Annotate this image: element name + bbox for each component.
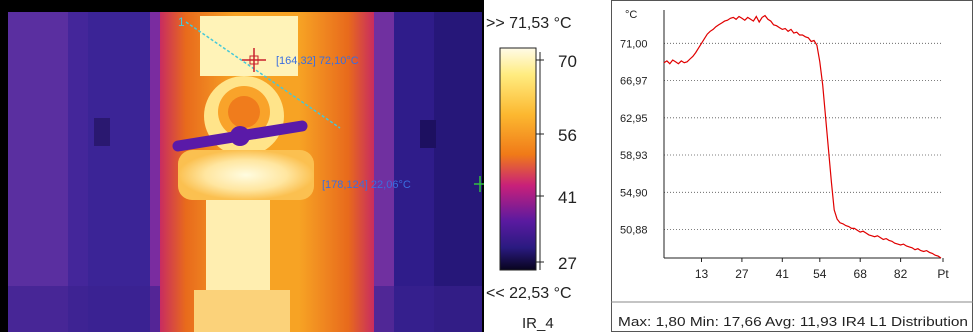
x-tick-label: 54: [813, 267, 827, 281]
right-notch: [420, 120, 436, 148]
left-block: [8, 12, 68, 332]
scale-tick-41: 41: [558, 188, 577, 207]
y-tick-label: 66,97: [620, 76, 648, 88]
chart-grid: [664, 42, 941, 230]
right-block: [434, 12, 482, 332]
hot-marker-crosshair[interactable]: [242, 48, 266, 72]
measurement-line-label: 1: [178, 15, 185, 29]
y-tick-label: 54,90: [620, 187, 648, 199]
x-tick-labels: 13 27 41 54 68 82 Pt: [695, 258, 949, 281]
base: [194, 290, 290, 332]
hot-marker-label: [164,32] 72,10°C: [276, 55, 359, 67]
x-axis-label: Pt: [937, 267, 949, 281]
ring-center: [228, 96, 260, 128]
stem: [206, 200, 270, 290]
chart-axes: [663, 10, 941, 259]
cold-marker-label: [178,124] 22,06°C: [322, 179, 411, 191]
x-tick-label: 41: [776, 267, 790, 281]
x-tick-label: 68: [854, 267, 868, 281]
top-block: [200, 16, 298, 76]
scale-tick-70: 70: [558, 52, 577, 71]
left-notch: [94, 118, 110, 146]
color-scale-bar: [499, 47, 537, 271]
scale-min-label: << 22,53 °C: [486, 285, 572, 302]
chart-footer: Max: 1,80 Min: 17,66 Avg: 11,93 IR4 L1 D…: [618, 314, 968, 329]
chart-frame: [611, 0, 973, 332]
scale-max-label: >> 71,53 °C: [486, 15, 572, 32]
thermal-image-panel: 1 [164,32] 72,10°C [178,124] 22,06°C >> …: [0, 0, 577, 332]
line-profile-chart: °C 71,00 66,97 62,95 58,93 54,90 50,88 13 27 41…: [611, 0, 973, 332]
scale-tick-27: 27: [558, 254, 577, 273]
scale-tick-56: 56: [558, 126, 577, 145]
image-tag: IR_4: [522, 315, 554, 332]
left-edge: [150, 12, 160, 332]
cold-marker-crosshair[interactable]: [474, 176, 484, 192]
right-inner: [394, 12, 434, 332]
x-tick-label: 82: [894, 267, 908, 281]
left-strip: [68, 12, 88, 332]
measurement-line[interactable]: [185, 21, 341, 129]
y-tick-label: 58,93: [620, 150, 648, 162]
mid-body: [178, 150, 314, 200]
y-tick-label: 50,88: [620, 224, 648, 236]
temperature-series-line: [663, 14, 942, 259]
left-inner: [88, 12, 150, 332]
y-tick-label: 62,95: [620, 113, 648, 125]
x-tick-label: 27: [735, 267, 749, 281]
y-tick-labels: 71,00 66,97 62,95 58,93 54,90 50,88: [620, 38, 648, 236]
scale-ticks: [536, 52, 544, 270]
y-tick-label: 71,00: [620, 38, 648, 50]
right-edge: [374, 12, 394, 332]
cold-bar-joint: [230, 126, 250, 146]
x-tick-label: 13: [695, 267, 709, 281]
y-axis-label: °C: [625, 9, 637, 21]
